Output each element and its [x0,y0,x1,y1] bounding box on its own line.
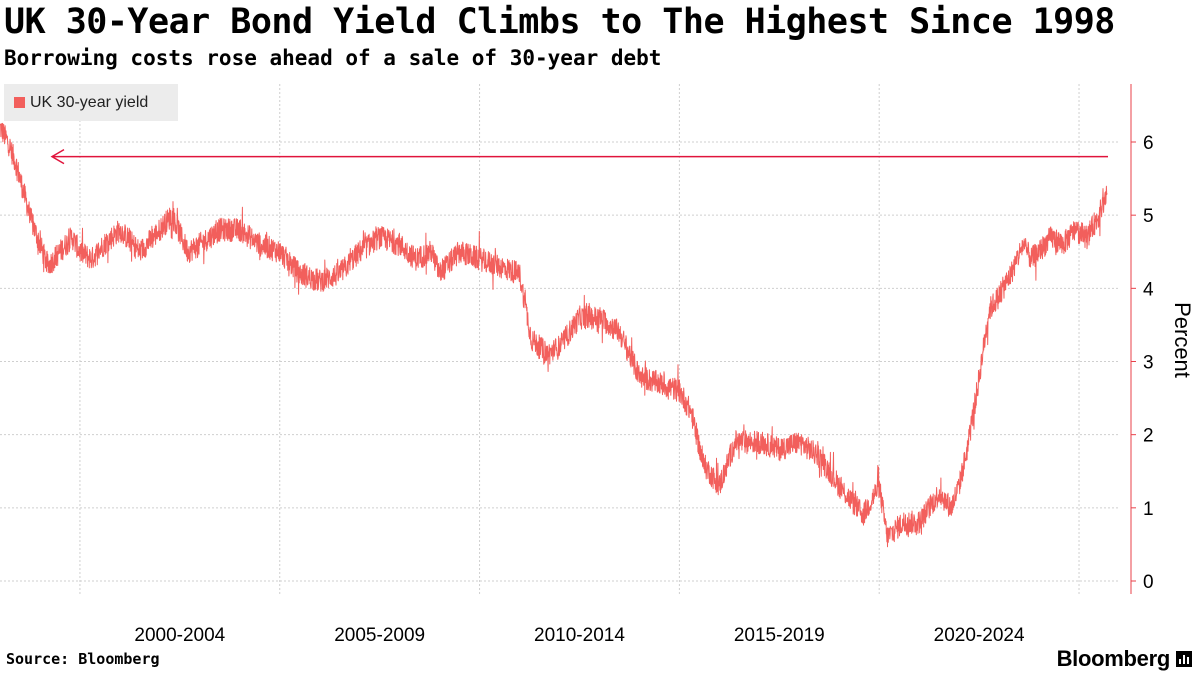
y-tick-label: 6 [1143,133,1154,154]
x-tick-label: 2015-2019 [734,625,825,646]
legend-label: UK 30-year yield [30,93,149,111]
y-tick-label: 4 [1143,279,1154,300]
series-line-uk-30-year-yield [0,122,1108,548]
bloomberg-logo: Bloomberg [1057,646,1192,672]
annotation-arrow-head [50,148,65,165]
chart-subtitle: Borrowing costs rose ahead of a sale of … [4,46,662,70]
y-tick-label: 0 [1143,572,1154,593]
x-tick-label: 2000-2004 [134,625,225,646]
source-note: Source: Bloomberg [6,650,160,668]
y-axis-label: Percent [1170,302,1195,378]
chart-legend[interactable]: UK 30-year yield [4,84,178,121]
x-tick-label: 2005-2009 [334,625,425,646]
y-tick-label: 2 [1143,426,1154,447]
bar-chart-icon [1176,651,1192,667]
y-tick-label: 1 [1143,499,1154,520]
x-tick-label: 2010-2014 [534,625,625,646]
legend-swatch [14,97,25,108]
y-tick-label: 3 [1143,353,1154,374]
brand-text: Bloomberg [1056,646,1171,671]
y-tick-label: 5 [1143,206,1154,227]
x-tick-label: 2020-2024 [934,625,1025,646]
chart-title: UK 30-Year Bond Yield Climbs to The High… [4,2,1115,42]
